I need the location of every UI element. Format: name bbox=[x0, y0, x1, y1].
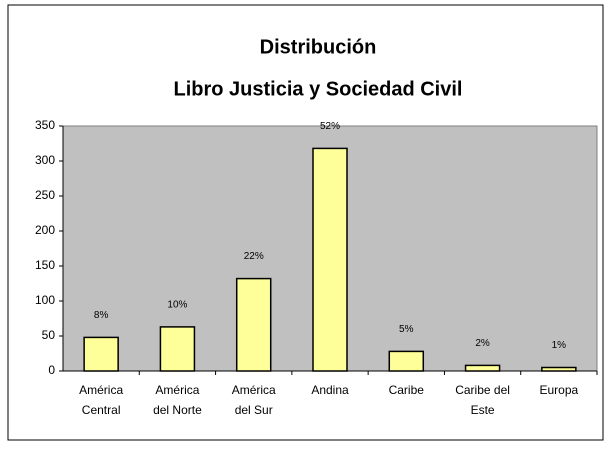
x-tick-label: Caribe del bbox=[455, 383, 510, 397]
chart-subtitle: Libro Justicia y Sociedad Civil bbox=[174, 78, 463, 100]
y-tick-label: 0 bbox=[48, 363, 55, 377]
x-tick-label: Europa bbox=[540, 383, 579, 397]
bar bbox=[83, 336, 119, 372]
y-tick-label: 300 bbox=[35, 153, 55, 167]
y-tick-label: 100 bbox=[35, 293, 55, 307]
percent-label: 8% bbox=[94, 310, 109, 321]
y-tick-label: 50 bbox=[42, 328, 56, 342]
x-tick-label: América bbox=[155, 383, 199, 397]
chart-title: Distribución bbox=[260, 36, 377, 58]
x-tick-label: Este bbox=[471, 403, 495, 417]
percent-label: 22% bbox=[244, 251, 264, 262]
bar bbox=[541, 366, 577, 372]
x-tick-label: América bbox=[79, 383, 123, 397]
bar bbox=[235, 277, 272, 372]
percent-label: 10% bbox=[167, 300, 187, 311]
bar bbox=[464, 364, 501, 372]
bar bbox=[159, 326, 196, 372]
y-tick-label: 350 bbox=[35, 118, 55, 132]
percent-label: 1% bbox=[552, 340, 567, 351]
percent-label: 52% bbox=[320, 121, 340, 132]
x-tick-label: Caribe bbox=[389, 383, 425, 397]
x-tick-label: Andina bbox=[311, 383, 349, 397]
x-tick-label: del Norte bbox=[153, 403, 202, 417]
bar bbox=[312, 147, 348, 372]
y-tick-label: 150 bbox=[35, 258, 55, 272]
y-tick-label: 250 bbox=[35, 188, 55, 202]
x-tick-label: Central bbox=[82, 403, 121, 417]
x-tick-label: América bbox=[232, 383, 276, 397]
x-tick-label: del Sur bbox=[235, 403, 273, 417]
percent-label: 2% bbox=[475, 338, 490, 349]
y-tick-label: 200 bbox=[35, 223, 55, 237]
percent-label: 5% bbox=[399, 324, 414, 335]
bar bbox=[388, 350, 425, 372]
